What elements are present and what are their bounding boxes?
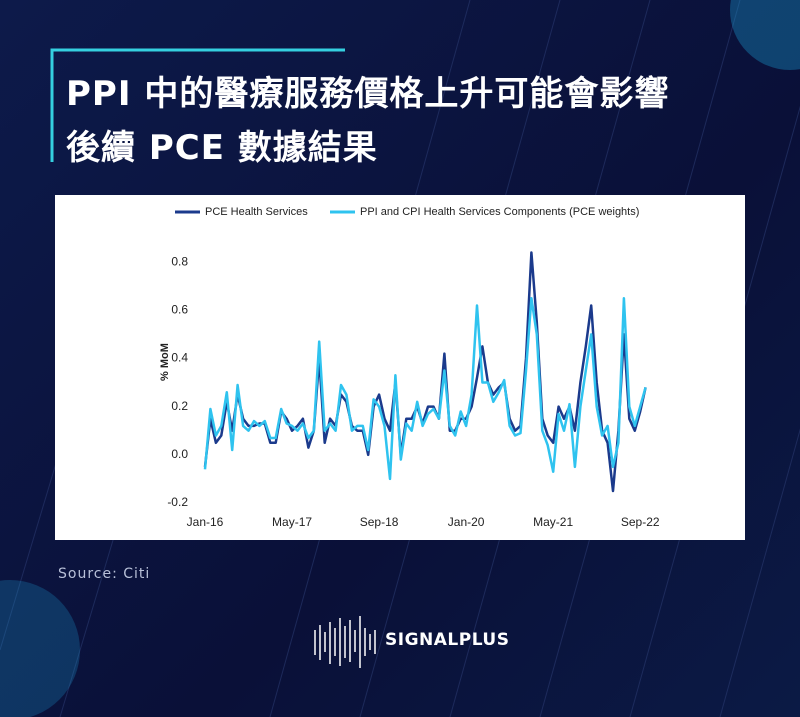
x-tick-label: Sep-22: [621, 515, 660, 529]
title-line: PPI 中的醫療服務價格上升可能會影響: [66, 74, 670, 114]
y-tick-label: 0.6: [171, 302, 188, 316]
y-tick-label: -0.2: [167, 495, 188, 509]
title-line: 後續 PCE 數據結果: [66, 128, 378, 168]
source: Source: Citi: [58, 566, 151, 582]
series-line: [203, 251, 647, 493]
y-tick-label: 0.0: [171, 447, 188, 461]
series-line: [203, 296, 647, 481]
y-tick-label: 0.2: [171, 399, 188, 413]
x-tick-label: Jan-16: [187, 515, 224, 529]
x-tick-label: Sep-18: [360, 515, 399, 529]
y-tick-label: 0.4: [171, 351, 188, 365]
y-tick-label: 0.8: [171, 254, 188, 268]
y-axis-label: % MoM: [159, 343, 171, 381]
legend-label: PPI and CPI Health Services Components (…: [360, 206, 639, 218]
legend-label: PCE Health Services: [205, 206, 308, 218]
x-tick-label: May-21: [533, 515, 573, 529]
chart: % MoM -0.2 0.0 0.2 0.4 0.6 0.8 Jan-16 May-17 Sep…: [55, 195, 745, 540]
x-tick-label: Jan-20: [448, 515, 485, 529]
x-tick-label: May-17: [272, 515, 312, 529]
brand: SIGNALPLUS: [385, 630, 510, 650]
